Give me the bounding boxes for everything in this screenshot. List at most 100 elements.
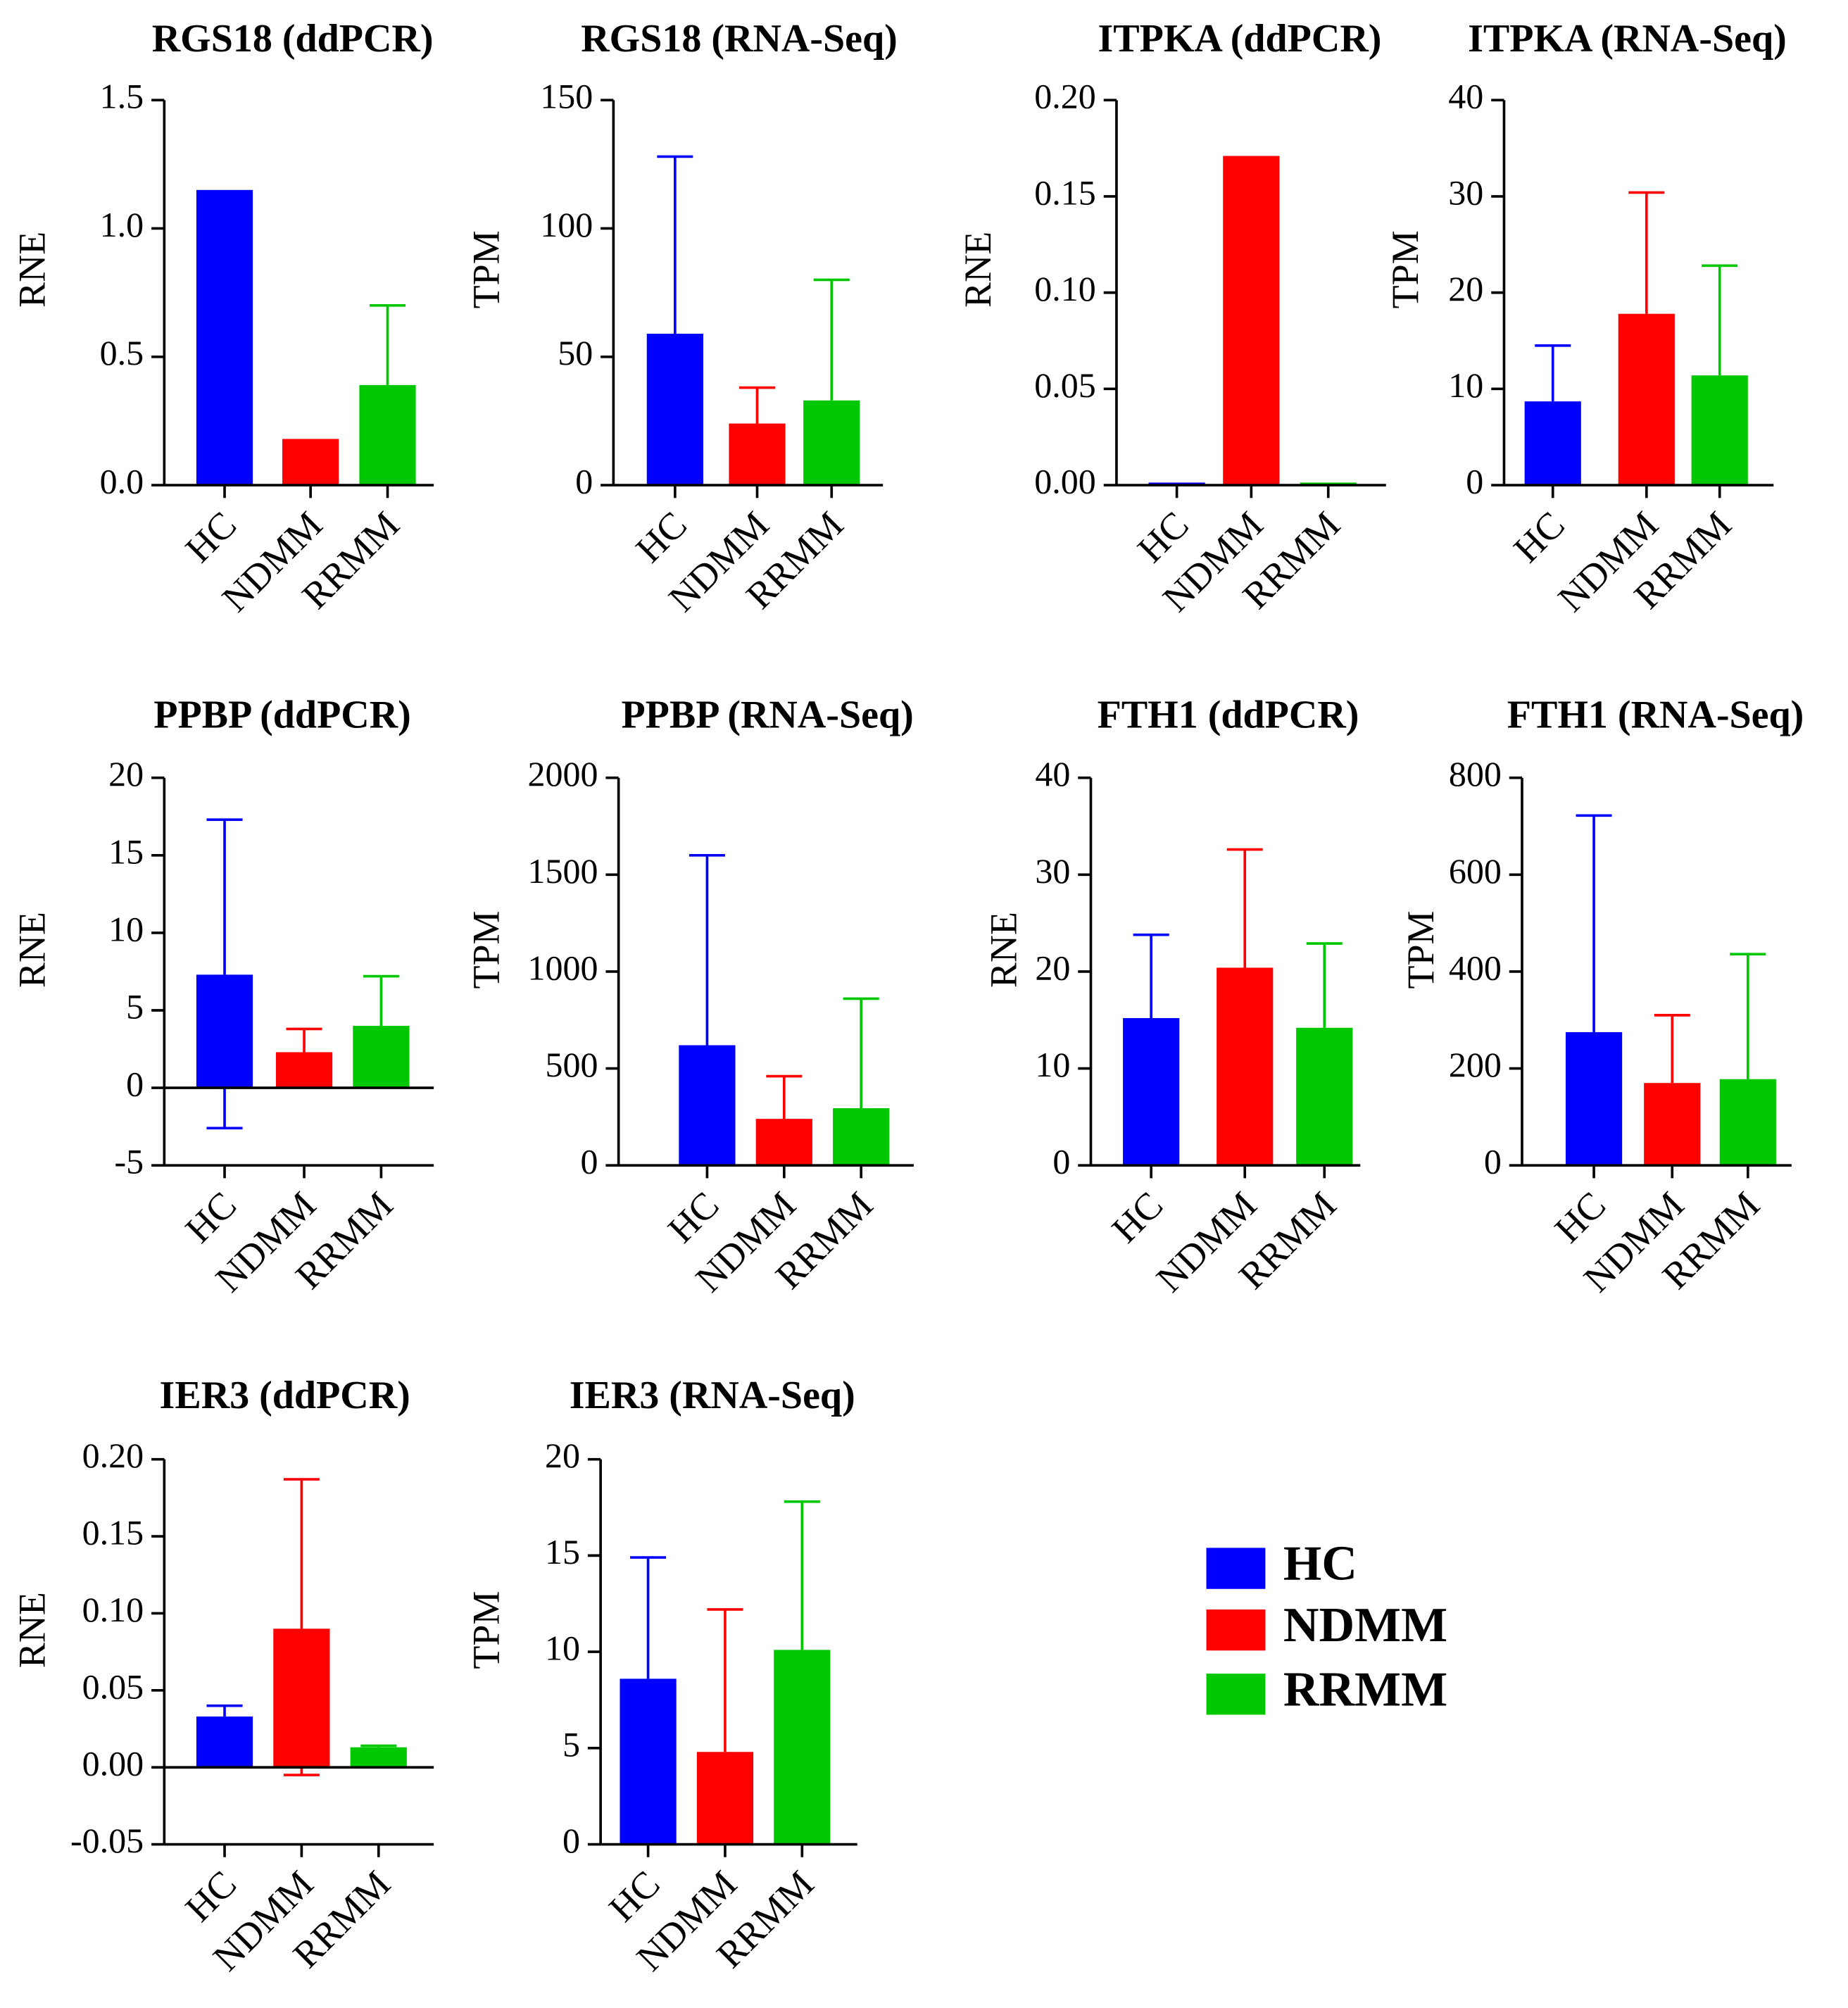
bar-ndmm [1618, 313, 1675, 486]
legend-label-hc: HC [1283, 1537, 1357, 1591]
y-tick-label: 10 [108, 909, 144, 948]
y-tick-label: 800 [1449, 754, 1502, 793]
y-tick-label: 100 [540, 205, 593, 244]
y-tick-label: 0.15 [82, 1513, 144, 1552]
y-tick-label: 20 [545, 1436, 580, 1475]
bar-hc [196, 189, 253, 486]
y-axis-label: RNE [11, 1592, 53, 1668]
y-tick-label: 0.15 [1034, 172, 1096, 212]
y-tick-label: 0.05 [1034, 365, 1096, 405]
x-tick-label: HC [1547, 1184, 1614, 1250]
y-tick-label: 0.10 [1034, 269, 1096, 308]
bar-rrmm [1296, 1027, 1353, 1166]
chart-title: FTH1 (RNA-Seq) [1507, 694, 1804, 737]
legend-swatch-hc [1206, 1548, 1266, 1589]
chart-title: IER3 (RNA-Seq) [570, 1374, 855, 1417]
y-tick-label: 15 [108, 832, 144, 871]
bar-ndmm [696, 1752, 754, 1845]
y-axis-label: TPM [465, 230, 508, 308]
y-tick-label: -5 [115, 1142, 144, 1181]
legend: HC NDMM RRMM [1206, 1537, 1447, 1717]
y-axis-label: RNE [957, 232, 999, 308]
y-tick-label: 0 [580, 1142, 598, 1181]
bar-hc [1565, 1031, 1623, 1166]
charts-group: RGS18 (ddPCR) RNE HC NDMM RRMM 0.0 0.5 1.0 1.5 RG… [11, 17, 1804, 1979]
y-tick-label: 50 [558, 333, 593, 372]
chart-panel: ITPKA (ddPCR)RNEHCNDMMRRMM0.000.050.100.… [957, 17, 1386, 620]
y-tick-label: 0 [1052, 1142, 1070, 1181]
chart-panel: IER3 (ddPCR)RNEHCNDMMRRMM-0.050.000.050.… [11, 1374, 434, 1979]
y-tick-label: 2000 [527, 754, 598, 793]
y-tick-label: 400 [1449, 948, 1502, 987]
y-tick-label: 200 [1449, 1045, 1502, 1084]
y-tick-label: 500 [545, 1045, 598, 1084]
y-tick-label: 20 [1035, 948, 1070, 987]
legend-swatch-ndmm [1206, 1609, 1266, 1651]
bar-rrmm [1719, 1079, 1776, 1166]
y-tick-label: 0.10 [82, 1590, 144, 1629]
y-tick-label: 0 [1466, 462, 1483, 501]
chart-title: ITPKA (ddPCR) [1098, 17, 1381, 61]
x-tick-label: HC [1505, 503, 1572, 570]
x-tick-label: HC [177, 503, 244, 570]
y-tick-label: 0.20 [82, 1436, 144, 1475]
chart-title: RGS18 (ddPCR) [152, 17, 434, 61]
bar-ndmm [729, 423, 786, 486]
bar-hc [620, 1678, 677, 1845]
chart-title: PPBP (RNA-Seq) [621, 694, 913, 737]
y-tick-label: 0.0 [100, 462, 144, 501]
y-tick-label: 0.00 [1034, 462, 1096, 501]
bar-ndmm [1644, 1083, 1701, 1166]
x-tick-label: HC [1104, 1184, 1171, 1250]
y-axis-label: RNE [11, 232, 53, 308]
bar-hc [1524, 401, 1581, 486]
y-axis-label: TPM [465, 1591, 508, 1669]
bar-rrmm [350, 1747, 407, 1768]
chart-title: FTH1 (ddPCR) [1098, 694, 1359, 737]
bar-rrmm [833, 1108, 890, 1166]
bar-rrmm [1691, 375, 1748, 486]
legend-label-rrmm: RRMM [1283, 1662, 1447, 1717]
y-tick-label: 5 [562, 1724, 580, 1764]
y-tick-label: 0 [126, 1065, 144, 1104]
y-tick-label: 1.0 [100, 205, 144, 244]
chart-title: ITPKA (RNA-Seq) [1468, 17, 1787, 61]
y-tick-label: 30 [1035, 851, 1070, 891]
bar-hc [196, 1716, 253, 1768]
bar-hc [646, 333, 703, 486]
x-tick-label: HC [177, 1184, 244, 1250]
y-tick-label: 10 [1448, 365, 1483, 405]
bar-rrmm [803, 400, 860, 486]
y-tick-label: 0 [575, 462, 593, 501]
legend-swatch-rrmm [1206, 1674, 1266, 1715]
bar-rrmm [359, 384, 416, 486]
y-tick-label: 0.00 [82, 1744, 144, 1783]
y-tick-label: 15 [545, 1532, 580, 1571]
y-tick-label: 0 [562, 1821, 580, 1860]
y-tick-label: 40 [1035, 754, 1070, 793]
legend-label-ndmm: NDMM [1283, 1598, 1447, 1652]
bar-ndmm [275, 1052, 333, 1088]
y-tick-label: 5 [126, 986, 144, 1026]
y-tick-label: -0.05 [70, 1821, 144, 1860]
y-tick-label: 30 [1448, 172, 1483, 212]
bar-hc [679, 1045, 736, 1166]
bar-rrmm [353, 1026, 410, 1088]
y-axis-label: RNE [982, 912, 1024, 988]
y-tick-label: 20 [108, 754, 144, 793]
y-tick-label: 0.20 [1034, 77, 1096, 116]
y-axis-label: TPM [1400, 910, 1442, 989]
chart-title: RGS18 (RNA-Seq) [581, 17, 898, 61]
y-tick-label: 40 [1448, 77, 1483, 116]
y-tick-label: 1.5 [100, 77, 144, 116]
y-axis-label: TPM [465, 910, 508, 989]
x-tick-label: HC [628, 503, 695, 570]
y-tick-label: 0 [1484, 1142, 1502, 1181]
